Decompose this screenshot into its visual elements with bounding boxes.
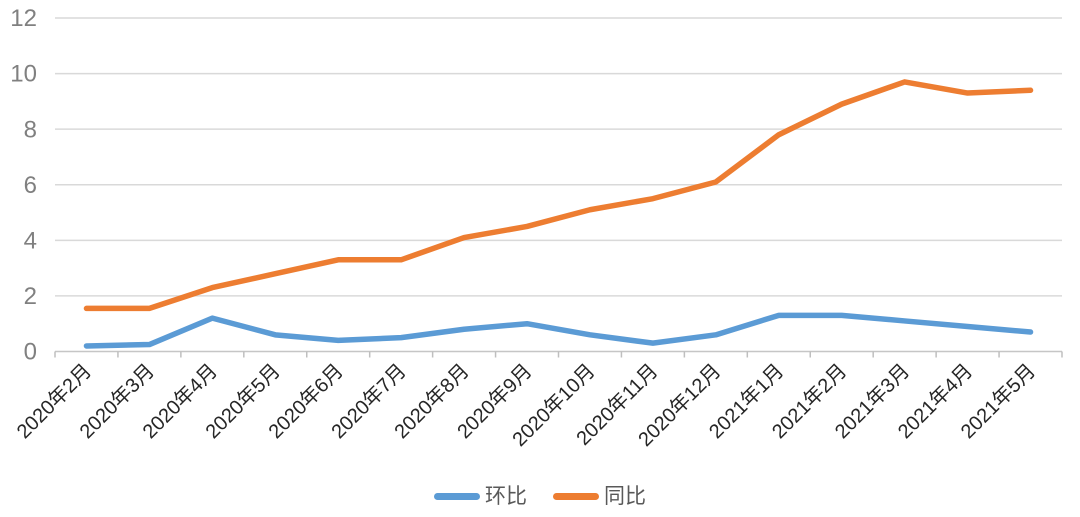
legend-swatch-huanbi xyxy=(434,493,480,500)
y-axis-label: 2 xyxy=(24,283,37,310)
series-line-huanbi xyxy=(83,312,1034,349)
y-axis-label: 0 xyxy=(24,339,37,366)
y-axis-label: 4 xyxy=(24,227,37,254)
series-line-tongbi xyxy=(83,79,1034,312)
legend-swatch-tongbi xyxy=(553,493,599,500)
line-chart: 0246810122020年2月2020年3月2020年4月2020年5月202… xyxy=(10,5,1063,451)
y-axis-label: 10 xyxy=(10,61,37,88)
y-axis-label: 8 xyxy=(24,116,37,143)
legend-item-tongbi: 同比 xyxy=(553,486,646,507)
y-axis-label: 12 xyxy=(10,5,37,32)
legend: 环比 同比 xyxy=(0,486,1080,507)
legend-item-huanbi: 环比 xyxy=(434,486,527,507)
y-axis-label: 6 xyxy=(24,172,37,199)
legend-label-huanbi: 环比 xyxy=(485,485,527,508)
legend-label-tongbi: 同比 xyxy=(604,485,646,508)
